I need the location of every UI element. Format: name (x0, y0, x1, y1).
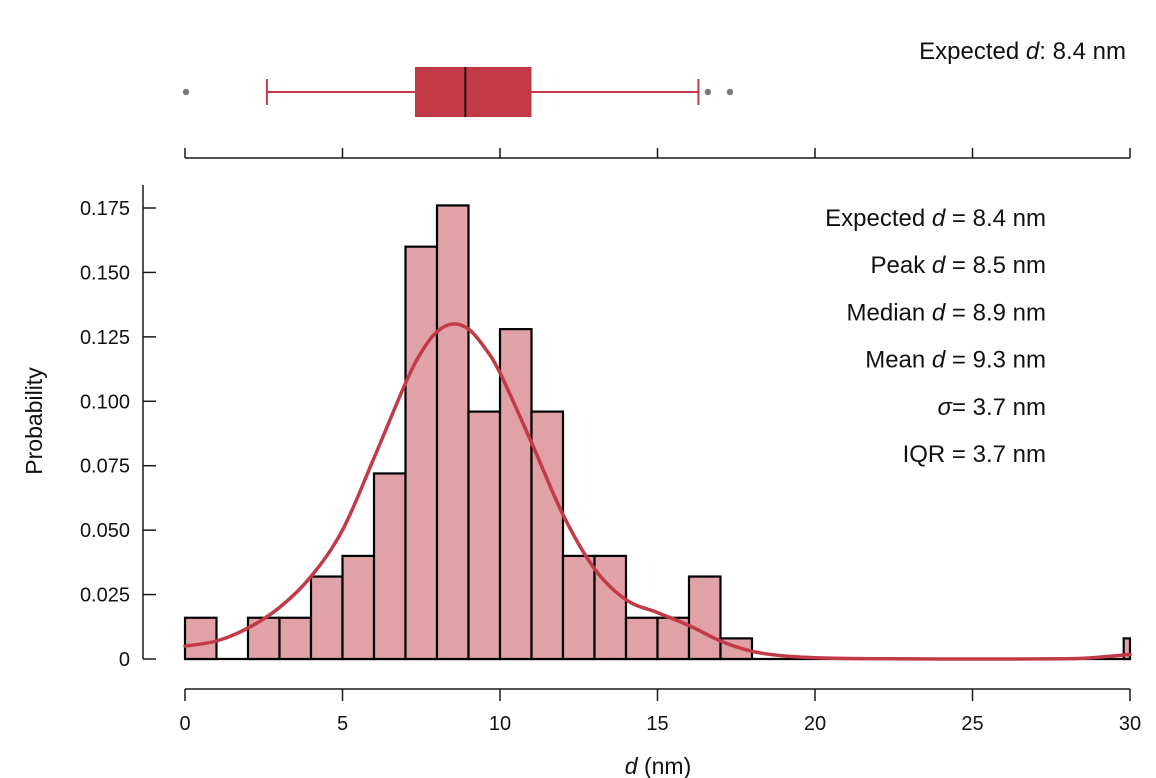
box-plot-annotation: Expected d: 8.4 nm (919, 38, 1126, 65)
y-axis: 0 0.025 0.050 0.075 0.100 0.125 0.150 0.175 (80, 185, 156, 671)
box-plot-axis (184, 148, 1131, 159)
histogram-panel: 0 0.025 0.050 0.075 0.100 0.125 0.150 0.175 0 5 1… (21, 185, 1141, 778)
y-tick-label: 0.125 (80, 327, 130, 349)
y-tick-label: 0.050 (80, 520, 130, 542)
stats-annotation: Expected d = 8.4 nm Peak d = 8.5 nm Median… (825, 205, 1046, 468)
histogram-bar (309, 575, 344, 661)
stats-line: σ= 3.7 nm (937, 394, 1046, 421)
histogram-bar (624, 616, 659, 661)
histogram-bar (183, 616, 218, 661)
box-outlier-point (726, 88, 734, 96)
histogram-bar (530, 410, 565, 661)
x-tick-label: 0 (179, 713, 190, 735)
box-outlier-point (704, 88, 712, 96)
histogram-bar (278, 616, 313, 661)
x-tick-label: 15 (646, 713, 668, 735)
histogram-bar (467, 410, 502, 661)
histogram-bar (687, 575, 722, 661)
box-plot-marks (182, 67, 734, 117)
x-tick-label: 25 (961, 713, 983, 735)
kde-curve (183, 322, 1132, 661)
x-axis-title: d (nm) (625, 753, 691, 778)
histogram-bar (561, 554, 596, 661)
histogram-bar (404, 245, 439, 661)
histogram-bar (593, 554, 628, 661)
histogram-bar (435, 204, 470, 661)
histogram-bar (1122, 637, 1132, 661)
y-tick-label: 0.025 (80, 585, 130, 607)
stats-line: IQR = 3.7 nm (903, 441, 1046, 468)
y-tick-label: 0.100 (80, 391, 130, 413)
y-tick-label: 0.075 (80, 456, 130, 478)
x-tick-label: 10 (489, 713, 511, 735)
y-tick-label: 0 (119, 649, 130, 671)
histogram-bar (372, 472, 407, 661)
stats-line: Peak d = 8.5 nm (871, 252, 1046, 279)
y-axis-title: Probability (21, 367, 47, 475)
stats-line: Mean d = 9.3 nm (865, 347, 1046, 374)
y-tick-label: 0.175 (80, 198, 130, 220)
y-tick-label: 0.150 (80, 262, 130, 284)
box-plot-panel: Expected d: 8.4 nm (182, 38, 1131, 159)
x-tick-label: 30 (1119, 713, 1141, 735)
stats-line: Expected d = 8.4 nm (825, 205, 1046, 232)
x-tick-label: 5 (337, 713, 348, 735)
x-axis: 0 5 10 15 20 25 30 (179, 688, 1141, 735)
x-tick-label: 20 (804, 713, 826, 735)
stats-line: Median d = 8.9 nm (847, 299, 1046, 326)
histogram-bar (341, 554, 376, 661)
box-iqr (414, 67, 532, 117)
box-outlier-point (182, 88, 190, 96)
histogram-bar (498, 328, 533, 661)
